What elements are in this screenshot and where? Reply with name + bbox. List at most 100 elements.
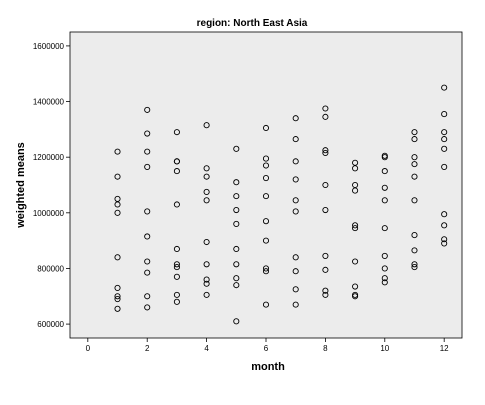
data-point [173,168,180,175]
data-point [411,264,418,271]
data-point [144,258,151,265]
data-point [441,240,448,247]
data-point [262,155,270,162]
data-point [352,187,359,194]
data-point [352,165,359,172]
data-point [262,218,270,225]
data-point [233,275,240,282]
y-tick-label: 1200000 [33,153,65,162]
x-tick-label: 2 [145,344,150,353]
data-point [262,301,270,308]
data-point [381,184,388,191]
data-point [441,211,448,218]
data-point [173,298,180,305]
data-point [262,124,270,132]
data-point [262,174,270,182]
data-point [144,130,151,137]
data-point [173,261,180,268]
data-point [441,111,448,118]
data-point [173,245,180,253]
data-point [233,282,240,289]
data-point [233,318,240,325]
x-tick-label: 6 [264,344,269,353]
data-point [203,280,210,287]
data-point [114,296,121,303]
data-point [203,261,210,268]
data-point [352,225,359,232]
data-point [381,225,388,232]
data-point [411,136,418,143]
data-point [262,265,270,272]
data-point [114,209,121,216]
y-tick-label: 1400000 [33,98,65,107]
data-point [441,163,448,170]
data-point [144,233,151,240]
data-point [381,279,388,286]
data-point [322,147,329,154]
data-point [114,173,121,180]
y-tick-label: 1000000 [33,209,65,218]
data-point [114,254,121,261]
data-point [144,269,151,276]
data-point [292,301,299,308]
data-point [322,206,329,214]
data-point [233,245,240,253]
data-point [411,129,418,136]
data-point [114,305,121,312]
data-point [233,193,240,200]
data-point [292,208,299,215]
data-point [411,161,418,168]
data-point [203,173,210,180]
y-axis-label: weighted means [15,142,27,229]
data-point [411,154,418,161]
chart-title: region: North East Asia [197,18,308,29]
data-point [233,145,240,152]
data-point [262,162,270,169]
data-point [114,293,121,300]
data-point [322,266,329,273]
data-point [173,264,180,271]
data-point [233,261,240,268]
x-tick-label: 12 [440,344,449,353]
data-point [203,291,210,298]
data-point [411,232,418,239]
data-point [411,261,418,268]
data-point [203,122,210,129]
data-point [352,293,359,300]
data-point [203,238,210,246]
y-tick-label: 800000 [37,264,64,273]
data-point [262,237,270,244]
data-point [233,179,240,186]
data-point [381,265,388,272]
data-point [441,236,448,243]
data-point [411,197,418,204]
plot-area [69,31,463,339]
data-point [381,275,388,282]
data-point [381,168,388,175]
data-point [292,176,299,183]
data-point [352,222,359,229]
data-point [352,258,359,265]
data-point [381,197,388,204]
data-point [441,84,448,91]
data-point [173,201,180,208]
data-point [322,113,329,120]
data-point [411,247,418,254]
data-point [144,293,151,300]
data-point [173,129,180,136]
x-tick-label: 10 [380,344,389,353]
x-tick-label: 4 [204,344,209,353]
data-point [322,149,329,157]
data-point [144,163,151,170]
data-point [262,193,270,200]
data-point [203,165,210,172]
data-point [173,158,180,165]
data-point [441,145,448,152]
data-point [203,197,210,204]
data-point [114,148,121,155]
x-tick-label: 8 [323,344,328,353]
data-point [322,291,329,298]
data-point [441,222,448,229]
